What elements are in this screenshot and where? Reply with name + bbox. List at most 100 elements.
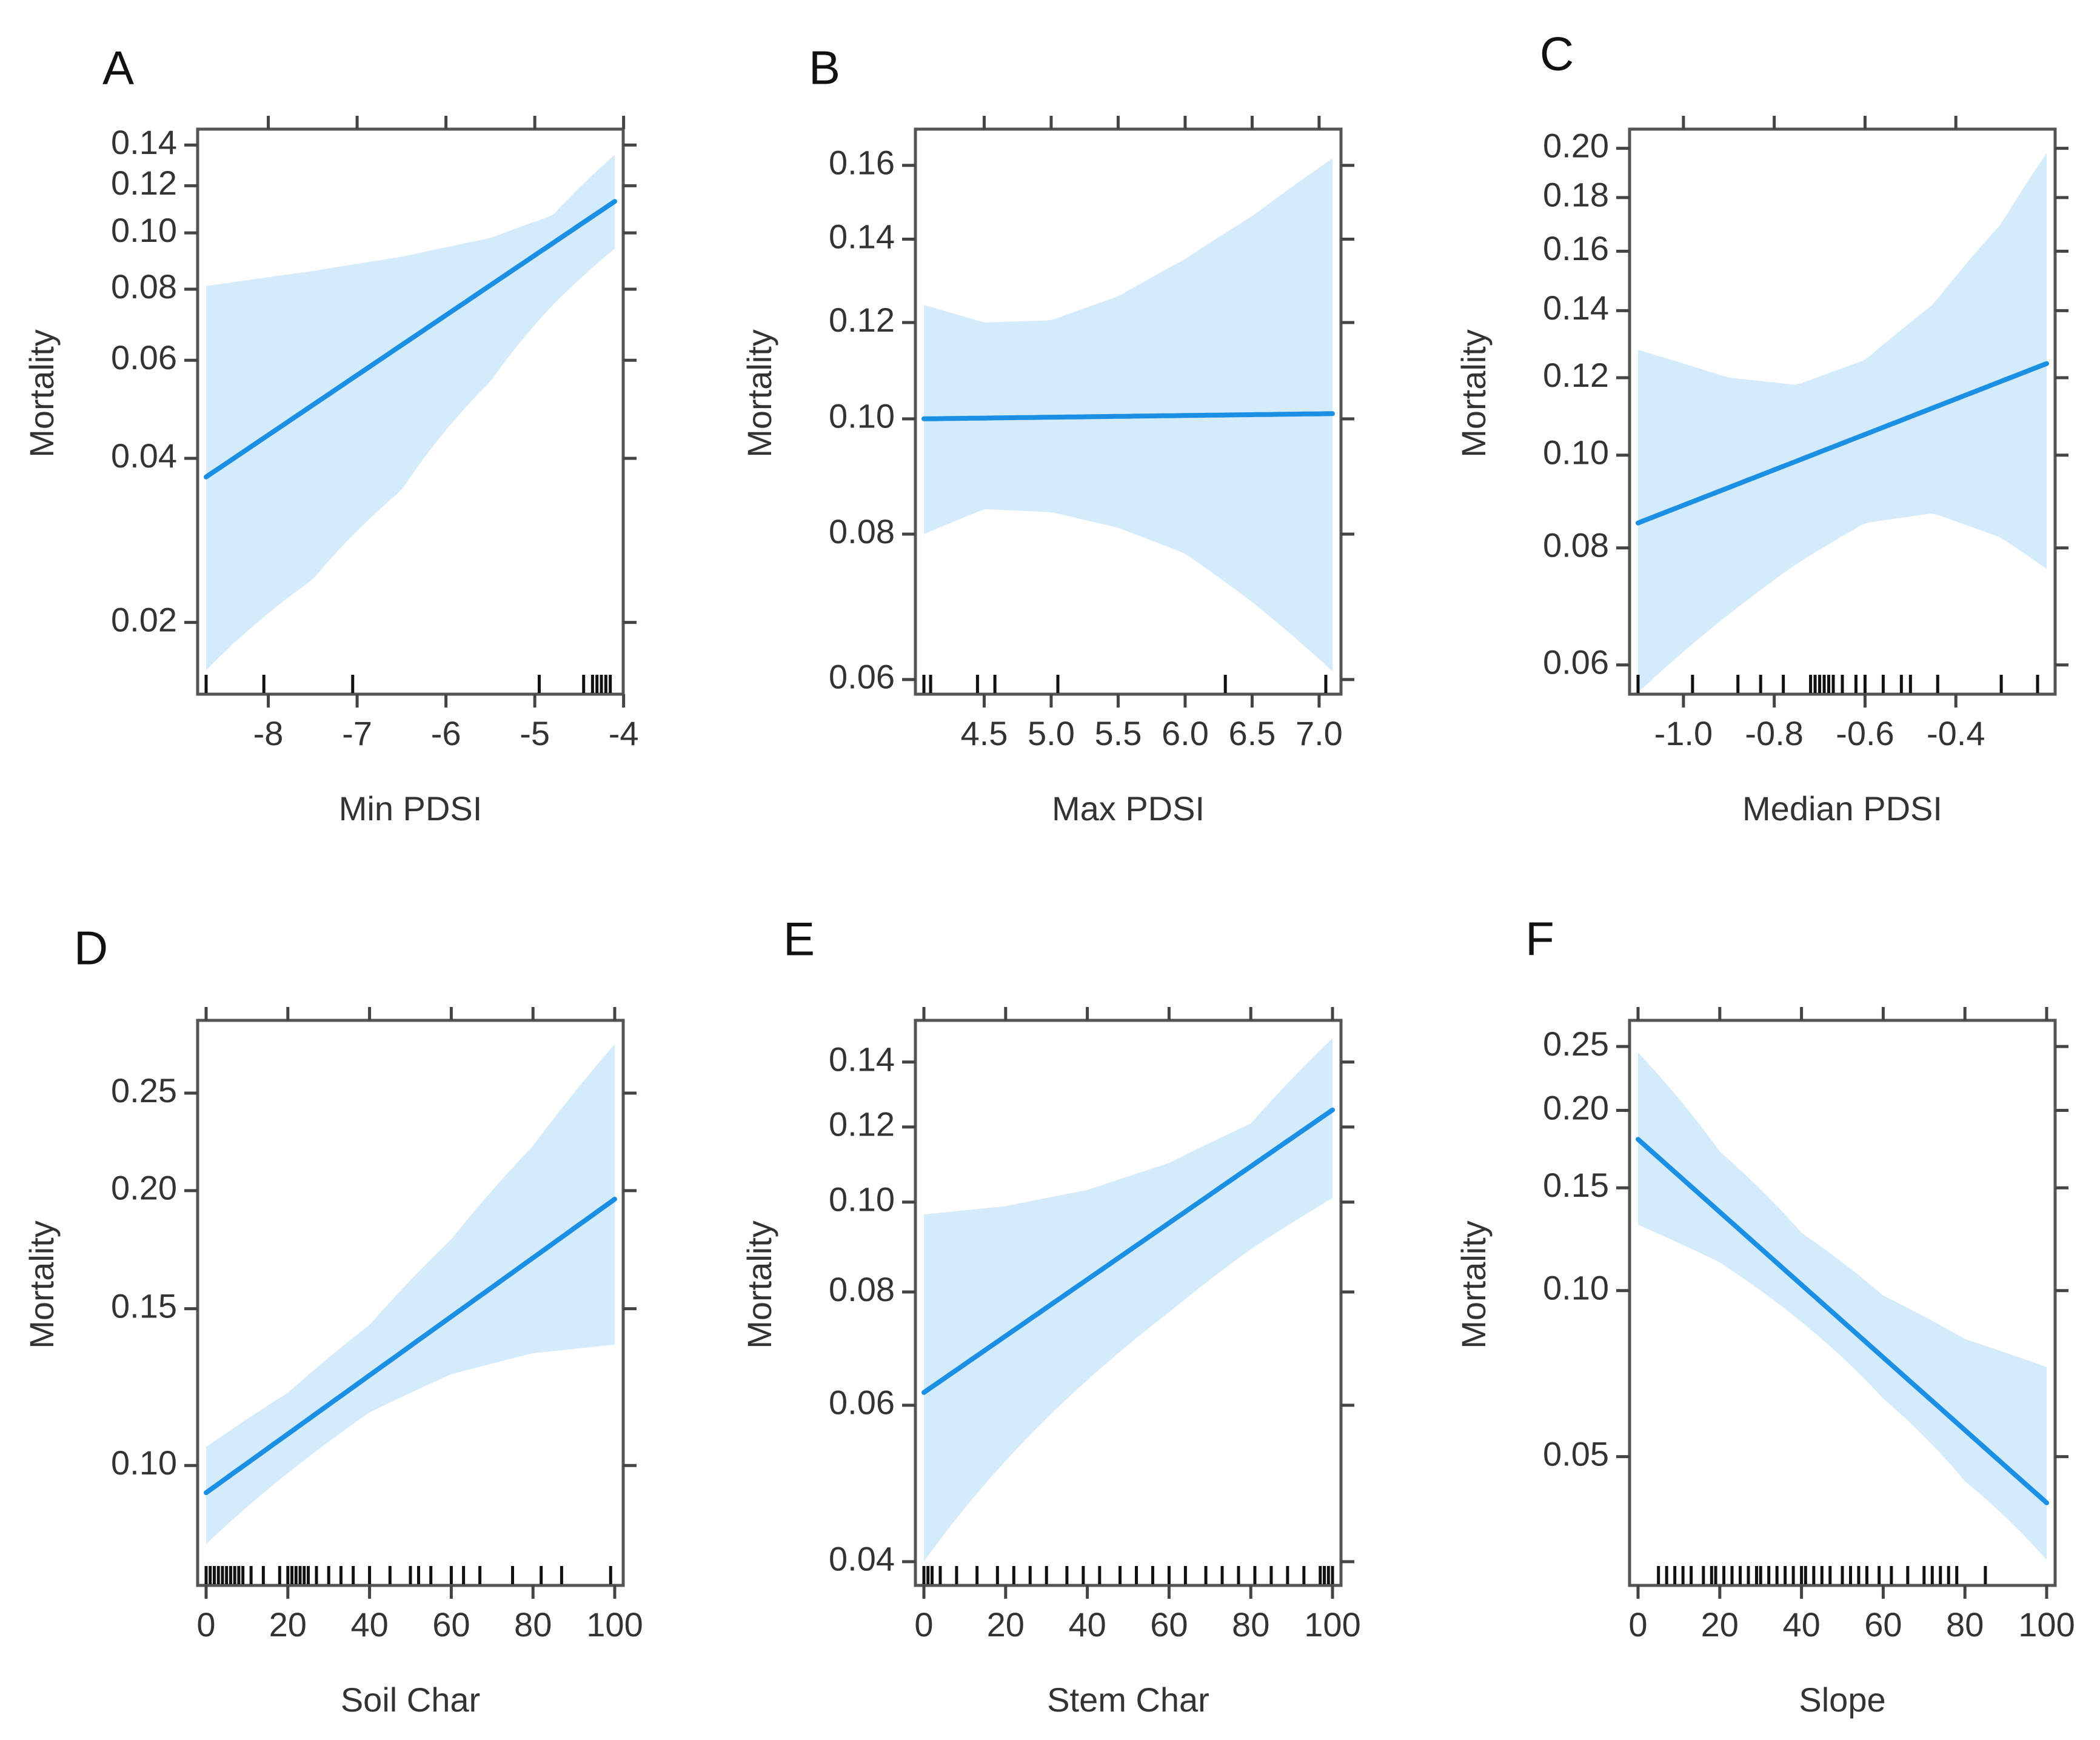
y-tick-label: 0.06 <box>1543 643 1609 681</box>
x-axis-label: Max PDSI <box>1052 789 1205 828</box>
panel-letter: D <box>74 922 108 975</box>
x-tick-label: 40 <box>1782 1605 1820 1644</box>
x-tick-label: 20 <box>987 1605 1025 1644</box>
y-tick-label: 0.25 <box>1543 1025 1609 1063</box>
x-tick-label: 4.5 <box>961 714 1008 752</box>
y-tick-label: 0.10 <box>111 211 177 249</box>
y-tick-label: 0.12 <box>111 164 177 202</box>
y-tick-label: 0.14 <box>829 217 895 255</box>
x-tick-label: 60 <box>1150 1605 1188 1644</box>
x-tick-label: 6.5 <box>1228 714 1276 752</box>
y-tick-label: 0.08 <box>111 267 177 306</box>
panel-a: A -8 -7 -6 -5 -4 0.02 0.04 0.06 0.08 0.10 0.120.14 M… <box>22 41 639 828</box>
panel-b: B 4.5 5.0 5.5 6.0 6.5 7.0 0.06 0.08 0.10 0.12 0.14 0… <box>740 41 1354 828</box>
x-tick-label: 40 <box>350 1605 388 1644</box>
x-tick-label: 5.5 <box>1094 714 1142 752</box>
fit-line <box>1636 1137 2049 1505</box>
x-tick-label: 20 <box>1701 1605 1739 1644</box>
y-tick-label: 0.10 <box>1543 433 1609 472</box>
panel-c: C -1.0 -0.8 -0.6 -0.4 0.06 0.08 0.10 0.12 0.14 0.1… <box>1454 27 2068 828</box>
x-tick-label: 100 <box>1304 1605 1360 1644</box>
y-tick-label: 0.20 <box>1543 126 1609 164</box>
panel-letter: B <box>809 41 840 95</box>
x-tick-label: -1.0 <box>1654 714 1713 752</box>
y-tick-label: 0.20 <box>1543 1088 1609 1126</box>
plot-frame <box>196 127 625 696</box>
y-tick-label: 0.10 <box>1543 1269 1609 1307</box>
x-tick-label: 80 <box>514 1605 552 1644</box>
y-tick-label: 0.02 <box>111 600 177 638</box>
x-tick-label: 80 <box>1946 1605 1984 1644</box>
panel-letter: C <box>1540 27 1574 81</box>
plot-frame <box>1628 1019 2057 1587</box>
confidence-band <box>206 155 615 671</box>
x-axis-label: Min PDSI <box>339 789 483 828</box>
y-tick-label: 0.14 <box>1543 289 1609 327</box>
y-axis-label: Mortality <box>740 1220 778 1349</box>
y-tick-label: 0.16 <box>1543 229 1609 267</box>
x-tick-label: -7 <box>342 714 372 752</box>
y-tick-label: 0.06 <box>829 1384 895 1422</box>
x-tick-label: -8 <box>253 714 284 752</box>
plot-frame <box>914 1019 1343 1587</box>
confidence-band <box>206 1044 615 1544</box>
y-tick-label: 0.10 <box>111 1444 177 1482</box>
y-tick-label: 0.05 <box>1543 1434 1609 1473</box>
x-tick-label: 100 <box>586 1605 643 1644</box>
x-tick-label: 100 <box>2018 1605 2075 1644</box>
x-tick-label: 40 <box>1068 1605 1106 1644</box>
x-tick-label: 0 <box>1628 1605 1647 1644</box>
plot-frame <box>1628 127 2057 696</box>
panel-letter: F <box>1525 912 1554 966</box>
y-tick-label: 0.06 <box>829 658 895 696</box>
fit-line <box>204 1196 617 1496</box>
panel-d: D 0 20 40 60 80 100 0.10 0.15 0.20 0.25 Soil Char Mo… <box>22 922 643 1719</box>
y-tick-label: 0.06 <box>111 338 177 376</box>
x-tick-label: 7.0 <box>1296 714 1343 752</box>
y-tick-label: 0.15 <box>1543 1166 1609 1204</box>
x-tick-label: 60 <box>432 1605 470 1644</box>
x-axis-label: Stem Char <box>1047 1681 1209 1719</box>
x-tick-label: 6.0 <box>1162 714 1209 752</box>
confidence-band <box>924 1038 1333 1562</box>
x-tick-label: -0.6 <box>1836 714 1894 752</box>
x-axis-label: Slope <box>1799 1681 1885 1719</box>
y-tick-label: 0.12 <box>829 1105 895 1143</box>
x-tick-label: 0 <box>196 1605 215 1644</box>
y-tick-label: 0.20 <box>111 1169 177 1207</box>
y-tick-label: 0.12 <box>829 301 895 339</box>
x-tick-label: -5 <box>520 714 550 752</box>
y-axis-label: Mortality <box>740 329 778 458</box>
y-axis-label: Mortality <box>1454 329 1493 458</box>
x-tick-label: 60 <box>1864 1605 1902 1644</box>
y-axis-label: Mortality <box>22 329 61 458</box>
y-tick-label: 0.08 <box>829 512 895 550</box>
y-tick-label: 0.04 <box>829 1540 895 1578</box>
x-tick-label: 20 <box>269 1605 307 1644</box>
plot-frame <box>914 127 1343 696</box>
fit-line <box>1636 361 2049 526</box>
x-tick-label: -6 <box>431 714 461 752</box>
x-tick-label: 5.0 <box>1028 714 1075 752</box>
y-tick-label: 0.10 <box>829 397 895 435</box>
x-axis-label: Soil Char <box>341 1681 480 1719</box>
plot-frame <box>196 1019 625 1587</box>
fit-line <box>921 1107 1335 1395</box>
y-tick-label: 0.16 <box>829 144 895 182</box>
panel-letter: A <box>102 41 134 95</box>
y-tick-label: 0.08 <box>829 1270 895 1308</box>
y-tick-label: 0.25 <box>111 1071 177 1109</box>
confidence-band <box>1638 1052 2047 1561</box>
panel-f: F 0 20 40 60 80 100 0.05 0.10 0.15 0.20 0.25 Slope Mo… <box>1454 912 2075 1719</box>
y-tick-label: 0.18 <box>1543 176 1609 214</box>
y-tick-label: 0.10 <box>829 1180 895 1219</box>
y-axis-label: Mortality <box>1454 1220 1493 1349</box>
y-axis-label: Mortality <box>22 1220 61 1349</box>
y-tick-label: 0.04 <box>111 437 177 475</box>
x-axis-label: Median PDSI <box>1742 789 1942 828</box>
x-tick-label: -4 <box>609 714 639 752</box>
x-tick-label: -0.4 <box>1927 714 1985 752</box>
x-tick-label: -0.8 <box>1745 714 1804 752</box>
y-tick-label: 0.12 <box>1543 356 1609 394</box>
fit-line <box>921 411 1335 421</box>
